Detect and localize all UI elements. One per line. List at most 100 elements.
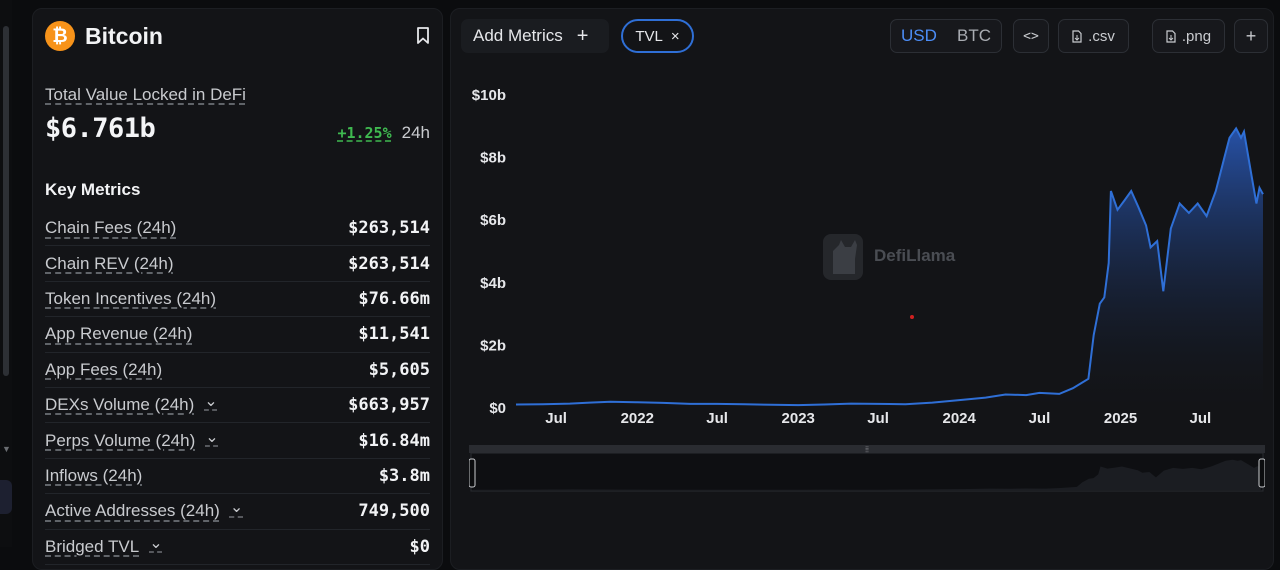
metric-label-text: App Revenue (24h) [45,324,193,344]
tvl-change-period: 24h [401,123,430,142]
x-tick-label: 2025 [1104,410,1137,427]
more-options-button[interactable]: + [1234,19,1268,53]
tvl-change: +1.25% 24h [337,123,430,143]
range-start-handle[interactable] [469,458,476,488]
metric-value: $263,514 [348,253,430,274]
y-tick-label: $4b [480,275,506,292]
x-tick-label: 2024 [942,410,976,427]
csv-label: .csv [1088,27,1115,45]
currency-btc-option[interactable]: BTC [957,26,991,45]
tvl-area [516,128,1263,407]
x-tick-label: Jul [1029,410,1051,427]
metric-label-text: Chain Fees (24h) [45,218,177,238]
metric-value: $76.66m [358,288,430,309]
metric-label-text: Chain REV (24h) [45,253,174,273]
metric-label[interactable]: DEXs Volume (24h) ⌄ [45,393,218,415]
y-tick-label: $8b [480,150,506,167]
x-axis: Jul 2022 Jul 2023 Jul 2024 Jul 2025 Jul [545,410,1211,427]
metric-value: $663,957 [348,395,430,416]
metric-label-text: App Fees (24h) [45,359,163,379]
metric-value: $5,605 [368,359,430,380]
chain-title-row: ₿ Bitcoin [45,21,163,51]
page-scrollbar[interactable]: ▼ [0,0,12,547]
tvl-chip-label: TVL [635,27,663,45]
metric-row: App Fees (24h) $5,605 [45,353,430,388]
chain-overview-panel: ₿ Bitcoin Total Value Locked in DeFi $6.… [32,8,443,570]
x-tick-label: 2022 [621,410,654,427]
y-tick-label: $6b [480,212,506,229]
metric-label[interactable]: Chain Fees (24h) [45,218,176,238]
metric-label[interactable]: App Revenue (24h) [45,324,192,344]
metric-row: App Revenue (24h) $11,541 [45,317,430,353]
scroll-down-arrow-icon[interactable]: ▼ [2,444,11,454]
tvl-chart[interactable]: DefiLlama $0 $2b $4b $6b $8b $10b Jul 2022 Jul 2… [451,69,1273,449]
scrollbar-thumb[interactable] [3,26,9,376]
add-metrics-button[interactable]: Add Metrics + [461,19,609,53]
llama-icon [833,240,857,274]
bookmark-icon[interactable] [416,27,430,44]
metric-value: $16.84m [358,430,430,451]
metric-value: $11,541 [358,324,430,345]
x-tick-label: Jul [1190,410,1212,427]
png-label: .png [1181,27,1212,45]
y-tick-label: $2b [480,337,506,354]
range-end-handle[interactable] [1258,458,1265,488]
tvl-label[interactable]: Total Value Locked in DeFi [45,85,246,104]
tvl-value: $6.761b [45,113,156,144]
range-drag-handle-icon[interactable]: ⦙⦙ [865,445,869,454]
metric-label-text: Token Incentives (24h) [45,288,217,308]
x-tick-label: Jul [867,410,889,427]
file-icon [1166,29,1176,43]
chevron-down-icon[interactable]: ⌄ [204,393,218,411]
chain-name: Bitcoin [85,22,163,49]
metric-value: $263,514 [348,218,430,239]
metric-row: DEXs Volume (24h) ⌄ $663,957 [45,388,430,424]
chart-watermark: DefiLlama [823,234,956,280]
range-selector-track[interactable] [469,445,1265,453]
range-selector[interactable]: ⦙⦙ [469,445,1265,493]
x-tick-label: Jul [545,410,567,427]
metric-label-text: Perps Volume (24h) [45,430,196,450]
metric-row: Active Addresses (24h) ⌄ 749,500 [45,494,430,530]
plus-icon: + [576,24,589,47]
metric-row: Bridged TVL ⌄ $0 [45,530,430,565]
file-icon [1072,29,1082,43]
y-axis: $0 $2b $4b $6b $8b $10b [472,87,506,417]
y-tick-label: $0 [489,400,506,417]
metric-label-text: DEXs Volume (24h) [45,395,195,415]
chevron-down-icon[interactable]: ⌄ [205,428,219,446]
currency-usd-option[interactable]: USD [901,26,937,45]
chevron-down-icon[interactable]: ⌄ [229,499,244,517]
key-metrics-title: Key Metrics [45,180,141,199]
metric-row: Chain Fees (24h) $263,514 [45,211,430,247]
x-tick-label: 2023 [782,410,815,427]
metric-row: Token Incentives (24h) $76.66m [45,282,430,318]
metric-label[interactable]: App Fees (24h) [45,360,162,380]
download-csv-button[interactable]: .csv [1058,19,1129,53]
metric-label[interactable]: Inflows (24h) [45,466,142,486]
currency-toggle: USD BTC [890,19,1002,53]
metric-label[interactable]: Perps Volume (24h) ⌄ [45,428,219,451]
embed-button[interactable]: <> [1013,19,1049,53]
tvl-metric-chip[interactable]: TVL × [621,19,694,53]
red-marker [910,315,914,319]
x-tick-label: Jul [706,410,728,427]
download-png-button[interactable]: .png [1152,19,1225,53]
add-metrics-label: Add Metrics [473,26,563,45]
metric-row: Inflows (24h) $3.8m [45,459,430,495]
tvl-change-percent[interactable]: +1.25% [337,124,392,142]
chevron-down-icon[interactable]: ⌄ [149,534,163,552]
metric-value: 749,500 [358,501,430,522]
metric-label[interactable]: Chain REV (24h) [45,254,174,274]
bitcoin-logo-icon: ₿ [45,21,75,51]
chart-panel: Add Metrics + TVL × USD BTC <> .csv .png… [450,8,1274,570]
metric-label[interactable]: Token Incentives (24h) [45,289,216,309]
metric-label[interactable]: Active Addresses (24h) ⌄ [45,499,244,521]
metric-value: $3.8m [378,465,430,486]
side-nav-handle[interactable] [0,480,12,514]
close-icon[interactable]: × [670,27,680,45]
y-tick-label: $10b [472,87,506,104]
metric-label-text: Inflows (24h) [45,465,143,485]
metric-label-text: Active Addresses (24h) [45,501,220,521]
metric-row: Chain REV (24h) $263,514 [45,246,430,282]
